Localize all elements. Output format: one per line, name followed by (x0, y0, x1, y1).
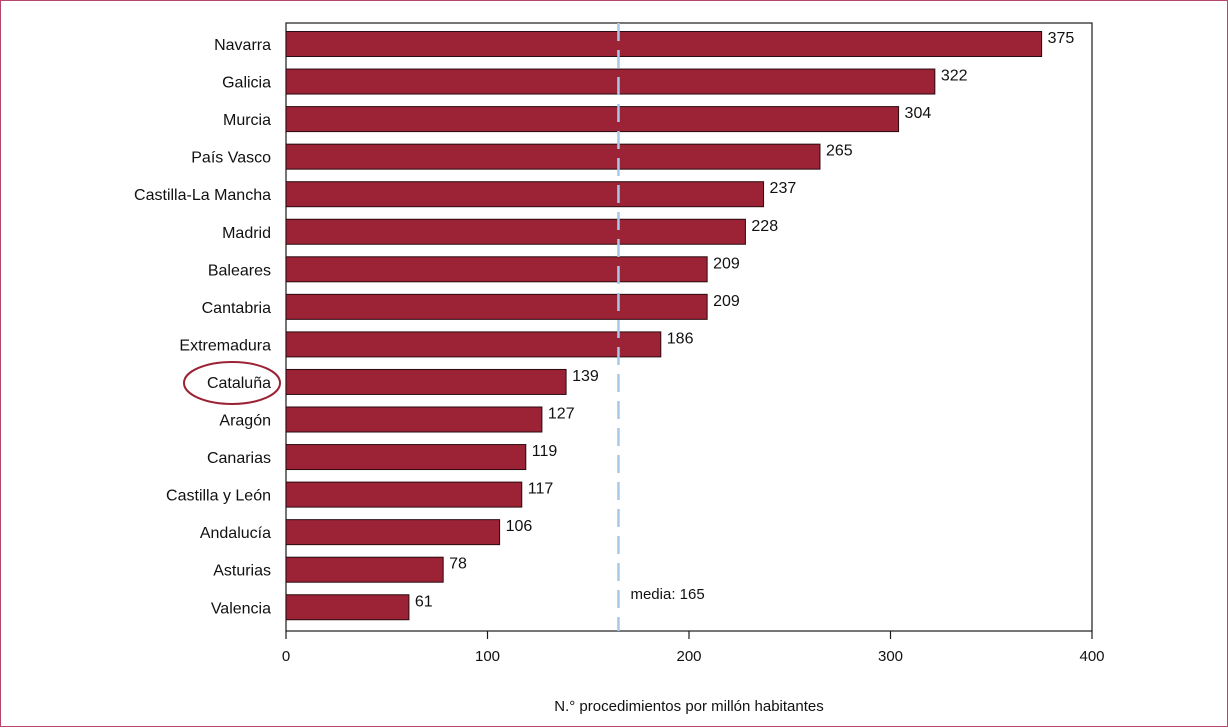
value-label: 186 (667, 330, 694, 347)
x-tick-label: 0 (282, 648, 290, 665)
category-label: Aragón (219, 413, 271, 430)
category-label: Asturias (213, 563, 271, 580)
category-label: Extremadura (179, 337, 271, 354)
category-labels: Navarra Galicia Murcia País Vasco Castilla-L… (134, 37, 281, 617)
category-label: Galicia (222, 75, 271, 92)
category-label: Canarias (207, 450, 271, 467)
value-label: 119 (532, 443, 558, 460)
bar (285, 256, 708, 283)
category-label: Cataluña (207, 375, 271, 392)
mean-reference-label: media: 165 (630, 586, 704, 603)
bar (285, 293, 708, 320)
highlight-ellipse (183, 360, 281, 405)
category-label: Valencia (211, 600, 271, 617)
reference-line-group: media: 165 (617, 23, 705, 631)
category-label: País Vasco (191, 150, 271, 167)
bar (285, 481, 523, 508)
value-label: 209 (713, 255, 740, 272)
value-label: 237 (770, 180, 797, 197)
x-axis-title: N.° procedimientos por millón habitantes (554, 698, 823, 715)
category-label: Andalucía (200, 525, 271, 542)
bar (285, 406, 543, 433)
category-label: Castilla-La Mancha (134, 187, 271, 204)
bar (285, 106, 900, 133)
value-label: 304 (905, 105, 932, 122)
bar (285, 143, 821, 170)
value-label: 228 (751, 218, 778, 235)
bar (285, 594, 410, 621)
value-label: 322 (941, 68, 968, 85)
category-label: Murcia (223, 112, 271, 129)
x-tick-label: 300 (878, 648, 903, 665)
category-label: Castilla y León (166, 488, 271, 505)
bar (285, 331, 662, 358)
bar (285, 181, 765, 208)
x-tick-label: 200 (676, 648, 701, 665)
x-axis: 0 100 200 300 400 (282, 631, 1105, 665)
bars (285, 31, 1043, 621)
value-labels: 375 322 304 265 237 228 209 209 186 139 127 119 117 1… (415, 30, 1075, 610)
value-label: 209 (713, 293, 740, 310)
category-label: Baleares (208, 262, 271, 279)
bar (285, 368, 567, 395)
category-label: Madrid (222, 225, 271, 242)
x-tick-label: 400 (1079, 648, 1104, 665)
bar (285, 444, 527, 471)
value-label: 117 (528, 481, 554, 498)
bar (285, 68, 936, 95)
value-label: 139 (572, 368, 599, 385)
bar (285, 519, 501, 546)
value-label: 61 (415, 593, 433, 610)
x-tick-label: 100 (475, 648, 500, 665)
category-label: Navarra (214, 37, 271, 54)
value-label: 265 (826, 143, 853, 160)
value-label: 78 (449, 556, 467, 573)
category-label: Cantabria (202, 300, 271, 317)
bar (285, 31, 1043, 57)
bar (285, 556, 444, 583)
value-label: 375 (1048, 30, 1075, 47)
value-label: 106 (506, 518, 533, 535)
value-label: 127 (548, 406, 575, 423)
bar (285, 218, 746, 245)
